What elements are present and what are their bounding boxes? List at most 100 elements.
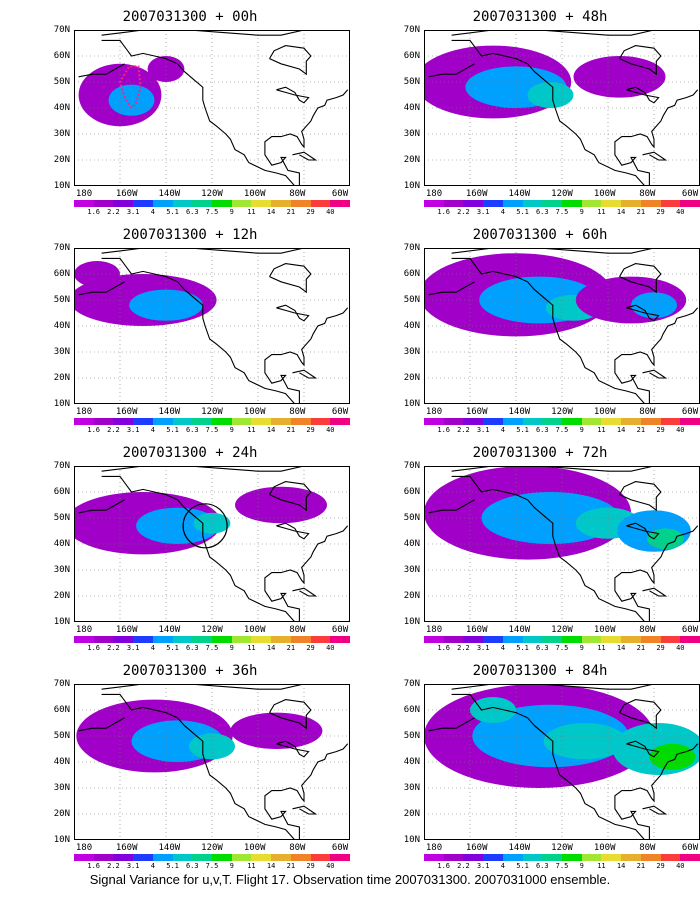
coastline bbox=[101, 257, 296, 404]
colorbar-label: 40 bbox=[326, 644, 335, 652]
lon-tick-label: 60W bbox=[681, 407, 699, 417]
lat-tick-label: 10N bbox=[403, 399, 420, 409]
panel-title: 2007031300 + 12h bbox=[122, 227, 258, 243]
colorbar-label: 5.1 bbox=[516, 862, 529, 870]
colorbar-label: 29 bbox=[306, 426, 315, 434]
colorbar-label: 3.1 bbox=[126, 426, 140, 434]
colorbar-swatch bbox=[443, 854, 464, 861]
variance-contour bbox=[631, 292, 677, 319]
coastline bbox=[428, 499, 475, 514]
coastline bbox=[269, 699, 312, 730]
colorbar-label: 9 bbox=[579, 208, 584, 216]
colorbar-swatch bbox=[290, 636, 312, 643]
lat-tick-label: 20N bbox=[403, 809, 420, 819]
lat-tick-label: 20N bbox=[403, 155, 420, 165]
lat-tick-label: 60N bbox=[53, 487, 70, 497]
coastline bbox=[269, 263, 312, 294]
colorbar-swatch bbox=[581, 200, 602, 207]
lon-tick-label: 60W bbox=[681, 625, 699, 635]
forecast-panel-00h: 2007031300 + 00h 70N 60N 50N 40N 30N 20N 10N 180… bbox=[30, 8, 351, 218]
lat-tick-label: 30N bbox=[53, 565, 70, 575]
colorbar-swatch bbox=[113, 418, 134, 425]
colorbar-swatch bbox=[192, 636, 213, 643]
coastline bbox=[614, 307, 699, 404]
colorbar-label: 1.6 bbox=[437, 208, 451, 216]
lat-tick-label: 10N bbox=[403, 181, 420, 191]
coastline bbox=[101, 693, 296, 840]
variance-contour bbox=[649, 743, 696, 770]
variance-map bbox=[74, 684, 350, 840]
coastline bbox=[451, 39, 646, 186]
coastline bbox=[101, 39, 296, 186]
lat-tick-label: 70N bbox=[403, 679, 420, 689]
lon-tick-label: 120W bbox=[551, 189, 573, 199]
colorbar-label: 11 bbox=[597, 862, 606, 870]
colorbar-swatch bbox=[601, 636, 622, 643]
colorbar-swatch bbox=[483, 636, 504, 643]
lat-tick-label: 40N bbox=[53, 321, 70, 331]
lat-tick-label: 50N bbox=[53, 77, 70, 87]
colorbar-label: 9 bbox=[579, 426, 584, 434]
lon-tick-label: 100W bbox=[593, 843, 616, 853]
colorbar-label: 21 bbox=[286, 644, 296, 652]
colorbar-swatch bbox=[330, 418, 351, 425]
colorbar-label: 40 bbox=[676, 208, 685, 216]
lon-tick-label: 100W bbox=[593, 625, 616, 635]
colorbar-label: 7.5 bbox=[205, 644, 219, 652]
coastline bbox=[101, 248, 305, 254]
colorbar-swatch bbox=[231, 418, 252, 425]
lat-tick-label: 40N bbox=[403, 321, 420, 331]
panel-title: 2007031300 + 84h bbox=[472, 663, 608, 679]
coastline bbox=[269, 45, 312, 76]
colorbar-swatch bbox=[133, 200, 154, 207]
colorbar-label: 11 bbox=[597, 208, 606, 216]
forecast-panel-72h: 2007031300 + 72h 70N 60N 50N 40N 30N 20N 10N 180… bbox=[380, 444, 700, 654]
lat-tick-label: 40N bbox=[403, 103, 420, 113]
coastline bbox=[292, 369, 318, 379]
colorbar: 1.6 2.2 3.1 4 5.1 6.3 7.5 9 11 14 21 29 40 bbox=[74, 200, 351, 218]
lon-tick-label: 180 bbox=[425, 189, 443, 199]
lat-tick-label: 70N bbox=[53, 679, 70, 689]
coastline bbox=[101, 475, 296, 622]
lat-tick-label: 70N bbox=[53, 461, 70, 471]
colorbar-swatch bbox=[424, 636, 445, 643]
colorbar-swatch bbox=[290, 418, 312, 425]
colorbar-label: 6.3 bbox=[185, 426, 199, 434]
coastline bbox=[642, 369, 668, 379]
coastline bbox=[614, 743, 699, 840]
lat-tick-label: 10N bbox=[403, 835, 420, 845]
colorbar-label: 40 bbox=[676, 644, 685, 652]
colorbar-swatch bbox=[502, 200, 524, 207]
colorbar-label: 5.1 bbox=[166, 644, 179, 652]
lat-tick-label: 60N bbox=[403, 705, 420, 715]
lat-tick-label: 50N bbox=[53, 731, 70, 741]
colorbar-label: 21 bbox=[286, 426, 296, 434]
lon-tick-label: 120W bbox=[201, 625, 223, 635]
panel-title: 2007031300 + 00h bbox=[122, 9, 258, 25]
lon-tick-label: 160W bbox=[115, 625, 138, 635]
lon-tick-label: 140W bbox=[508, 843, 531, 853]
lon-tick-label: 80W bbox=[289, 625, 306, 635]
colorbar: 1.6 2.2 3.1 4 5.1 6.3 7.5 9 11 14 21 29 40 bbox=[424, 854, 700, 872]
colorbar-swatch bbox=[152, 636, 174, 643]
lat-tick-label: 30N bbox=[53, 347, 70, 357]
colorbar-label: 11 bbox=[247, 426, 256, 434]
colorbar-swatch bbox=[93, 636, 114, 643]
colorbar-label: 14 bbox=[616, 426, 626, 434]
figure-caption: Signal Variance for u,v,T. Flight 17. Ob… bbox=[89, 872, 611, 887]
colorbar-swatch bbox=[152, 418, 174, 425]
lon-tick-label: 160W bbox=[115, 843, 138, 853]
colorbar-swatch bbox=[502, 636, 524, 643]
colorbar-label: 14 bbox=[266, 208, 276, 216]
colorbar-label: 1.6 bbox=[437, 644, 451, 652]
coastline bbox=[292, 587, 318, 597]
coastline bbox=[642, 587, 668, 597]
colorbar-label: 9 bbox=[229, 862, 234, 870]
colorbar-swatch bbox=[621, 418, 642, 425]
variance-contour bbox=[573, 56, 666, 98]
colorbar-label: 29 bbox=[656, 644, 665, 652]
colorbar-label: 5.1 bbox=[516, 208, 529, 216]
colorbar-swatch bbox=[581, 854, 602, 861]
colorbar-swatch bbox=[463, 636, 484, 643]
lat-tick-label: 70N bbox=[53, 243, 70, 253]
